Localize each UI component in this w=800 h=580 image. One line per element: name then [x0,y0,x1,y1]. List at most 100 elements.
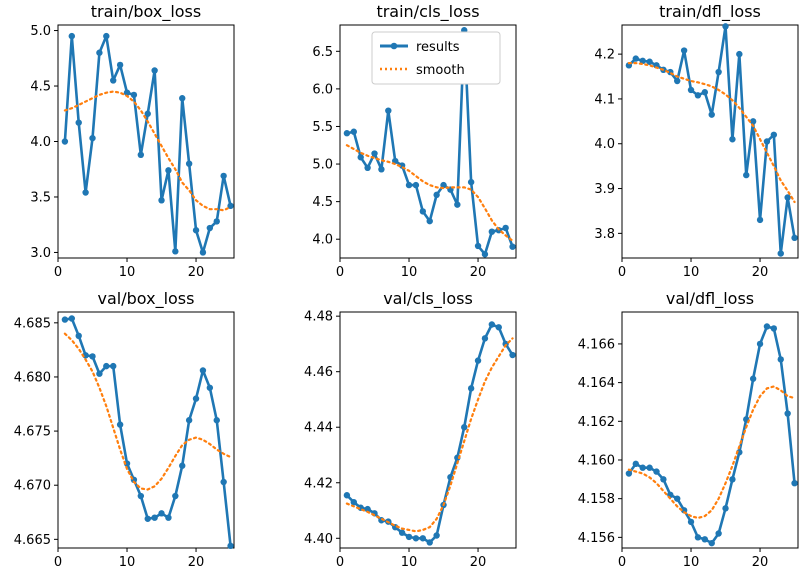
y-tick-label: 6.0 [312,82,333,97]
y-tick-label: 4.1 [594,92,615,107]
y-tick-label: 4.162 [578,415,615,430]
x-tick-label: 0 [618,265,626,280]
results-point [137,492,145,500]
results-point [639,464,646,471]
results-point [461,424,468,431]
results-point [729,476,736,483]
results-point [350,498,357,506]
chart-title: train/box_loss [91,2,201,22]
results-point [646,464,653,471]
results-point [405,181,413,189]
results-point [213,218,220,225]
y-tick-label: 6.5 [312,45,333,60]
results-point [220,172,227,180]
results-point [75,332,82,340]
results-point [130,91,138,99]
results-point [110,362,117,370]
results-point [701,536,709,543]
y-tick-label: 3.5 [30,190,51,205]
x-tick-label: 10 [401,555,418,570]
results-point [68,32,76,40]
x-tick-label: 20 [752,555,769,570]
y-tick-label: 3.8 [594,227,615,242]
y-tick-label: 4.46 [304,365,333,380]
results-point [729,136,736,143]
y-tick-label: 4.164 [578,376,615,391]
results-point [199,367,207,374]
chart-title: train/dfl_loss [659,2,761,22]
results-point [680,47,688,54]
results-point [110,77,117,84]
chart-val-cls-loss: val/cls_loss 0 10 20 4.40 4.42 4.44 4.46 4.48 [304,289,517,570]
results-point [715,68,722,76]
results-point [192,227,200,234]
y-tick-label: 4.5 [30,80,51,95]
results-point [694,92,702,99]
results-point [419,535,427,542]
results-point [756,340,764,348]
results-point [495,324,502,331]
x-tick-label: 0 [618,555,626,570]
results-point [206,224,214,232]
results-point [116,421,124,428]
results-point [116,61,124,69]
y-tick-label: 4.40 [304,532,333,547]
legend-smooth-label: smooth [416,63,465,78]
x-tick-label: 10 [683,555,700,570]
results-point [749,375,757,382]
results-point [185,160,193,167]
chart-val-box-loss: val/box_loss 0 10 20 4.665 4.670 4.675 4.680 4.6… [14,289,235,570]
results-point [756,216,764,224]
results-point [405,533,413,541]
results-point [165,167,172,174]
results-point [158,197,165,204]
results-point [509,351,516,359]
chart-train-cls-loss: train/cls_loss 0 10 20 4.0 4.5 5.0 5.5 6.0 6.5 [312,2,517,280]
results-point [694,534,702,541]
results-point [61,138,69,145]
results-point [371,150,378,157]
results-point [715,530,722,537]
results-point [103,362,110,370]
plot-frame [621,311,799,549]
results-point [137,151,145,159]
y-tick-label: 4.2 [594,48,615,63]
results-point [144,515,151,522]
results-point [172,248,179,255]
results-point [151,514,158,521]
results-point [96,370,103,377]
results-point [708,111,715,118]
results-point [343,130,351,137]
results-point [784,194,791,201]
results-point [488,228,496,235]
results-point [433,191,440,199]
results-point [467,178,475,186]
x-tick-label: 10 [401,265,418,280]
results-point [791,480,798,487]
y-tick-label: 4.158 [578,492,615,507]
results-point [364,505,371,513]
results-point [343,492,351,499]
results-point [357,154,364,161]
results-point [646,58,653,65]
results-point [220,478,227,486]
x-tick-label: 20 [188,555,205,570]
results-point [89,353,96,360]
series-smooth-line [627,61,796,204]
results-point [660,476,667,483]
results-point [722,23,729,30]
y-tick-label: 4.665 [14,533,51,548]
x-tick-label: 0 [336,265,344,280]
results-point [96,49,103,56]
results-point [206,384,214,391]
y-tick-label: 4.42 [304,476,333,491]
results-point [708,539,715,547]
results-point [378,166,385,173]
results-point [158,510,165,517]
results-point [103,32,110,40]
results-point [82,189,89,196]
results-point [687,518,695,526]
results-point [419,208,427,215]
results-point [185,417,193,424]
